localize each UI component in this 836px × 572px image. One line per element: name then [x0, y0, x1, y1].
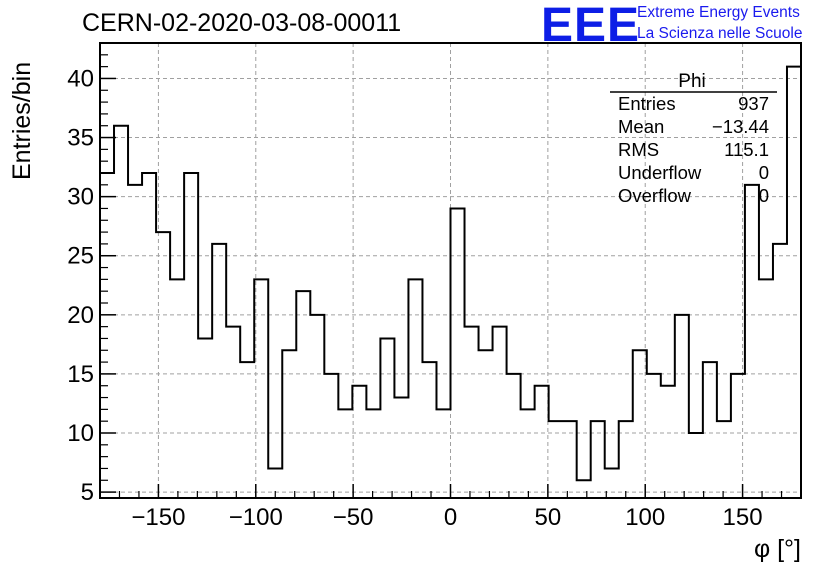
x-tick-label: −100 — [229, 504, 283, 531]
x-tick-label: 150 — [723, 504, 763, 531]
y-tick-label: 15 — [67, 361, 94, 388]
histogram-bin — [633, 350, 647, 498]
histogram-bin — [268, 468, 282, 498]
y-tick-label: 30 — [67, 184, 94, 211]
histogram-bins — [100, 67, 801, 498]
histogram-bin — [689, 433, 703, 498]
histogram-bin — [408, 279, 422, 498]
histogram-bin — [338, 409, 352, 498]
histogram-bin — [240, 362, 254, 498]
histogram-bin — [563, 421, 577, 498]
stats-title: Phi — [678, 71, 705, 92]
histogram-step-line — [100, 65, 801, 482]
histogram-bin — [170, 279, 184, 498]
y-axis-label: Entries/bin — [8, 62, 36, 180]
y-tick-label: 5 — [81, 479, 94, 506]
histogram-bin — [296, 291, 310, 498]
histogram-bin — [717, 421, 731, 498]
x-tick-label: 50 — [535, 504, 562, 531]
histogram-bin — [366, 409, 380, 498]
histogram-bin — [380, 338, 394, 498]
histogram-bin — [759, 279, 773, 498]
histogram-bin — [535, 386, 549, 498]
histogram-bin — [324, 374, 338, 498]
x-tick-label: −50 — [333, 504, 374, 531]
x-tick-label: −150 — [131, 504, 185, 531]
histogram-bin — [479, 350, 493, 498]
histogram-bin — [436, 409, 450, 498]
histogram-bin — [661, 386, 675, 498]
histogram-bin — [787, 67, 801, 498]
histogram-bin — [114, 126, 128, 498]
x-axis-label: φ [°] — [754, 535, 801, 563]
histogram-bin — [394, 398, 408, 498]
stats-row-value: 115.1 — [724, 139, 769, 160]
stats-row-value: 937 — [738, 93, 769, 114]
histogram-bin — [282, 350, 296, 498]
axis-labels: −150 −100 −50 0 50 100 150 5 10 15 20 25 30 35 40 φ [°]… — [8, 62, 801, 563]
stats-box: Phi Entries 937 Mean −13.44 RMS 115.1 Underflo… — [610, 71, 777, 206]
stats-row-label: Entries — [618, 93, 676, 114]
histogram-bin — [128, 185, 142, 498]
histogram-bin — [352, 386, 366, 498]
histogram-bin — [591, 421, 605, 498]
histogram-bin — [521, 409, 535, 498]
stats-row-value: −13.44 — [712, 116, 769, 137]
histogram-bin — [647, 374, 661, 498]
y-tick-label: 10 — [67, 420, 94, 447]
histogram-bin — [619, 421, 633, 498]
stats-row-label: Mean — [618, 116, 664, 137]
histogram-bin — [731, 374, 745, 498]
chart-title: CERN-02-2020-03-08-00011 — [82, 9, 402, 37]
histogram-bin — [254, 279, 268, 498]
histogram-bin — [703, 362, 717, 498]
histogram-bin — [198, 338, 212, 498]
y-tick-label: 20 — [67, 302, 94, 329]
stats-row-value: 0 — [759, 162, 769, 183]
histogram-bin — [493, 327, 507, 498]
stats-row-label: Underflow — [618, 162, 702, 183]
histogram-bin — [675, 315, 689, 498]
stats-row-value: 0 — [759, 185, 769, 206]
eee-logo-line1: Extreme Energy Events — [637, 4, 800, 21]
y-tick-label: 25 — [67, 243, 94, 270]
histogram-bin — [100, 173, 114, 498]
histogram-bin — [184, 173, 198, 498]
histogram-bin — [451, 208, 465, 498]
stats-rows: Entries 937 Mean −13.44 RMS 115.1 Underflow 0 Ov… — [618, 93, 769, 206]
histogram-bin — [310, 315, 324, 498]
histogram-bin — [422, 362, 436, 498]
histogram-bin — [142, 173, 156, 498]
stats-row-label: Overflow — [618, 185, 692, 206]
histogram-bin — [212, 244, 226, 498]
eee-logo-line2: La Scienza nelle Scuole — [637, 25, 803, 42]
x-tick-label: 0 — [444, 504, 457, 531]
axis-ticks — [100, 54, 783, 498]
histogram-bin — [549, 421, 563, 498]
y-tick-label: 40 — [67, 65, 94, 92]
x-tick-label: 100 — [625, 504, 665, 531]
histogram-bin — [605, 468, 619, 498]
histogram-bin — [773, 244, 787, 498]
histogram-bin — [745, 185, 759, 498]
histogram-bin — [577, 480, 591, 498]
histogram-bin — [465, 327, 479, 498]
histogram-bin — [156, 232, 170, 498]
y-tick-label: 35 — [67, 125, 94, 152]
stats-row-label: RMS — [618, 139, 659, 160]
histogram-bin — [226, 327, 240, 498]
histogram-bin — [507, 374, 521, 498]
